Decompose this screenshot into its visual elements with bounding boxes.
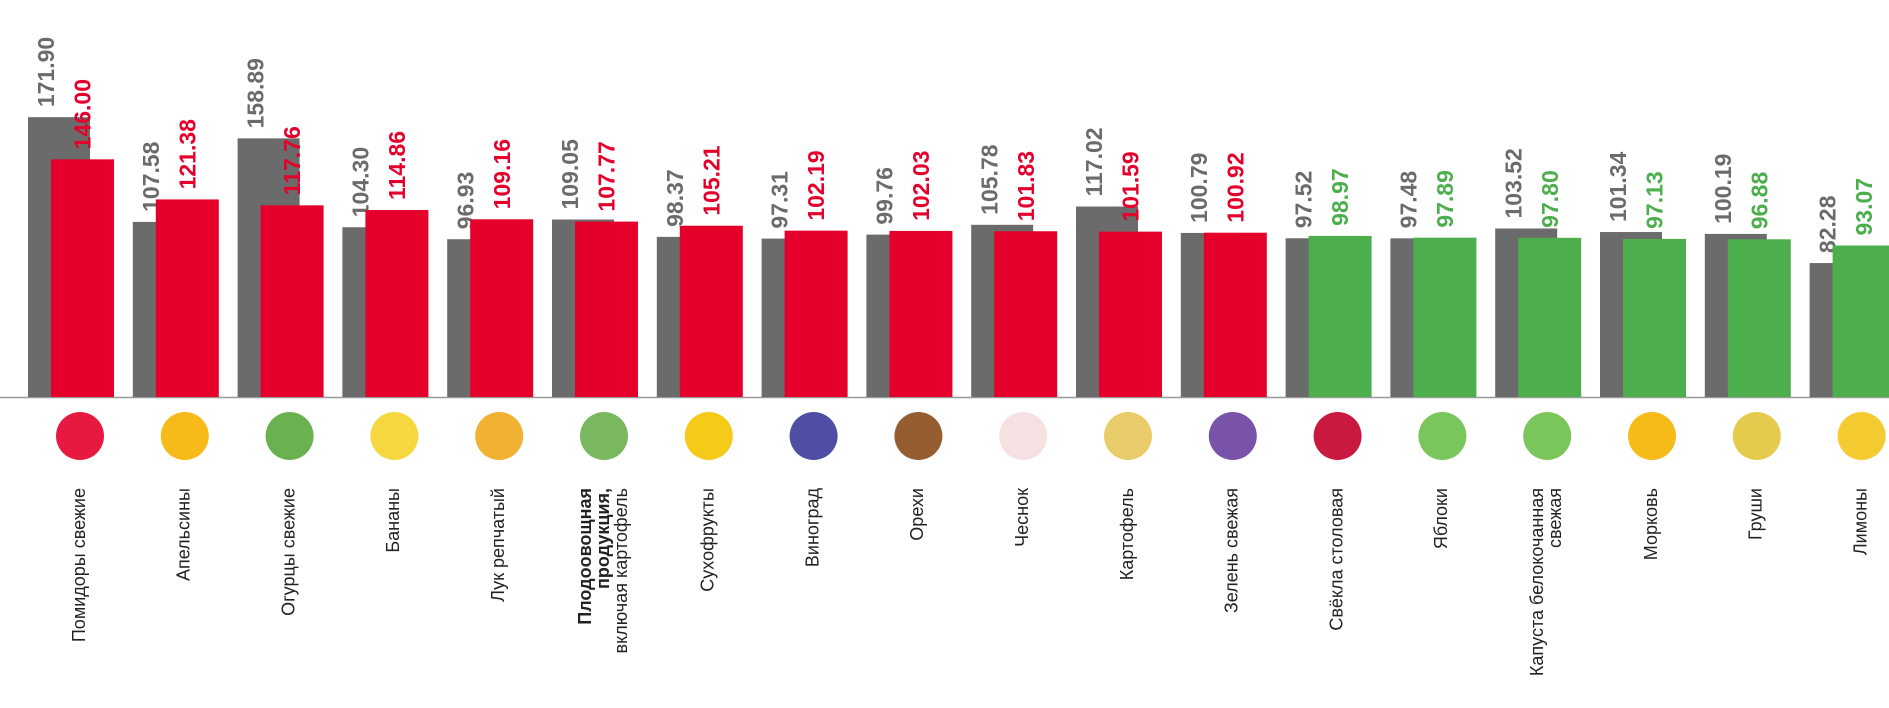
value-label: 97.13 [1642,171,1668,229]
bar [156,199,219,397]
category-icon [1209,412,1257,460]
x-tick-label: Плодоовощная [575,488,595,625]
x-tick-label: Зелень свежая [1222,488,1242,613]
x-tick-label: Груши [1746,488,1766,540]
value-label: 98.97 [1327,168,1353,226]
bar [1518,238,1581,397]
x-tick-label: Яблоки [1431,488,1451,549]
x-tick-label: Виноград [802,488,822,568]
value-label: 101.34 [1605,151,1631,222]
x-tick-label: Орехи [907,488,927,541]
bar [1728,239,1791,397]
category-icon [266,412,314,460]
bar [1833,246,1889,397]
x-tick-label: свежая [1545,488,1565,548]
value-label: 107.77 [594,141,620,211]
value-label: 82.28 [1815,195,1841,253]
value-label: 102.03 [908,151,934,221]
value-label: 103.52 [1500,148,1526,218]
bar [1309,236,1372,397]
category-icon [56,412,104,460]
x-tick-label: Капуста белокочанная [1527,488,1547,676]
value-label: 109.05 [557,139,583,210]
x-tick-label: Апельсины [174,488,194,581]
bar [470,219,533,397]
value-label: 97.80 [1537,170,1563,228]
value-label: 96.88 [1746,172,1772,230]
category-icon [685,412,733,460]
value-label: 101.59 [1118,151,1144,221]
value-label: 105.78 [976,144,1002,215]
bar [889,231,952,397]
x-tick-label: Картофель [1117,488,1137,580]
bar [1623,239,1686,397]
x-tick-label: Огурцы свежие [278,488,298,616]
x-tick-label: Лук репчатый [488,488,508,602]
category-icon [1733,412,1781,460]
category-icon [580,412,628,460]
bar [51,159,114,397]
bar [365,210,428,397]
category-icon [370,412,418,460]
category-icon [1838,412,1886,460]
value-label: 93.07 [1851,178,1877,236]
x-tick-label: Свёкла столовая [1326,488,1346,631]
x-tick-label: продукция, [593,488,613,589]
x-tick-label: Лимоны [1850,488,1870,555]
value-label: 100.19 [1710,154,1736,224]
category-icon [894,412,942,460]
category-icon [1314,412,1362,460]
category-icon [1418,412,1466,460]
page: {"chart_data": {"type": "bar", "categori… [0,0,1889,708]
value-label: 102.19 [803,150,829,220]
value-label: 171.90 [33,37,59,107]
value-label: 100.79 [1186,153,1212,223]
category-icon [1628,412,1676,460]
x-tick-label: Чеснок [1012,488,1032,547]
chart: 171.90146.00Помидоры свежие107.58121.38А… [0,0,1889,708]
bar [785,231,848,397]
value-label: 158.89 [243,58,269,128]
value-label: 105.21 [698,145,724,216]
value-label: 97.89 [1432,170,1458,228]
value-label: 98.37 [662,169,688,227]
value-label: 104.30 [347,147,373,217]
value-label: 117.76 [279,126,305,195]
x-tick-label: Помидоры свежие [69,488,89,642]
value-label: 101.83 [1013,151,1039,221]
bar [994,231,1057,397]
x-tick-label: включая картофель [611,488,631,653]
category-icon [475,412,523,460]
bar [575,222,638,397]
value-label: 97.52 [1291,171,1317,229]
category-icon [999,412,1047,460]
bar [680,226,743,397]
value-label: 97.48 [1395,171,1421,229]
x-tick-label: Бананы [383,488,403,553]
value-label: 117.02 [1081,127,1107,196]
value-label: 97.31 [767,171,793,229]
bar [261,205,324,397]
category-icon [790,412,838,460]
value-label: 100.92 [1222,152,1248,222]
bar [1099,232,1162,397]
bar [1413,238,1476,397]
x-tick-label: Сухофрукты [698,488,718,592]
bar [1204,233,1267,397]
value-label: 109.16 [489,139,515,209]
value-label: 99.76 [871,167,897,225]
value-label: 121.38 [174,119,200,190]
value-label: 146.00 [70,79,96,149]
category-icon [1523,412,1571,460]
x-tick-label: Морковь [1641,488,1661,560]
value-label: 114.86 [384,131,410,200]
category-icon [1104,412,1152,460]
category-icon [161,412,209,460]
